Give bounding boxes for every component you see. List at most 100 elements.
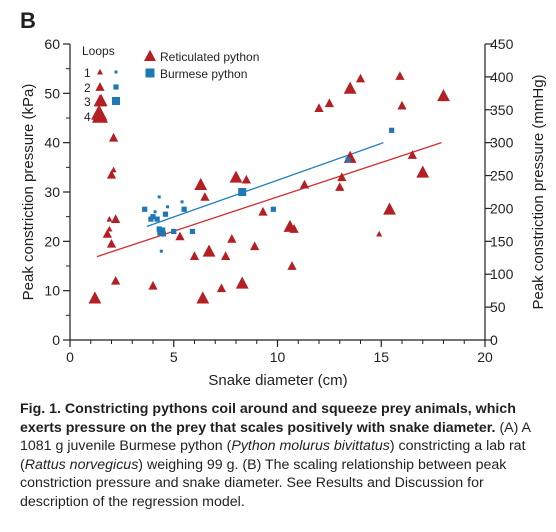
- burmese-point: [162, 211, 169, 217]
- y2-tick-label: 400: [490, 69, 514, 85]
- y2-tick-label: 350: [490, 102, 514, 118]
- reticulated-point: [258, 206, 268, 216]
- reticulated-point: [250, 241, 260, 251]
- reticulated-point: [106, 169, 117, 179]
- legend-loop-square: [114, 70, 118, 74]
- figure-caption: Fig. 1. Constricting pythons coil around…: [20, 400, 552, 512]
- y2-tick-label: 0: [490, 332, 498, 348]
- reticulated-point: [102, 229, 112, 238]
- caption-species: Python molurus bivittatus: [231, 438, 390, 455]
- reticulated-point: [395, 71, 405, 80]
- reticulated-point: [416, 165, 430, 178]
- reticulated-point: [287, 261, 297, 270]
- reticulated-point: [337, 172, 347, 182]
- legend-reticulated-marker: [144, 49, 156, 62]
- burmese-point: [157, 195, 161, 199]
- burmese-point: [345, 157, 351, 163]
- burmese-point: [238, 188, 247, 196]
- reticulated-point: [324, 98, 334, 108]
- reticulated-point: [106, 215, 113, 222]
- reticulated-point: [111, 214, 121, 223]
- reticulated-point: [407, 150, 417, 159]
- reticulated-point: [106, 238, 117, 248]
- caption-part-end: ) weighing 99 g. (B) The scaling relatio…: [20, 456, 507, 510]
- legend-loop-triangle: [95, 82, 105, 91]
- y2-tick-label: 150: [490, 233, 514, 249]
- y-tick-label: 0: [52, 332, 60, 348]
- data-points: [88, 71, 450, 304]
- caption-rat: Rattus norvegicus: [24, 456, 139, 473]
- legend-loop-triangle: [92, 107, 108, 123]
- reticulated-point: [216, 283, 227, 293]
- y2-axis-ticks: 0 50 100 150 200 250 300 350 400 450: [485, 36, 514, 348]
- reticulated-point: [194, 177, 208, 190]
- x-axis-ticks: 0 5 10 15 20: [66, 340, 493, 365]
- legend-loop-triangle: [97, 68, 103, 75]
- x-tick-label: 5: [170, 349, 178, 365]
- burmese-point: [389, 127, 395, 133]
- x-axis-label: Snake diameter (cm): [208, 372, 347, 389]
- reticulated-point: [108, 132, 119, 142]
- reticulated-point: [148, 280, 158, 290]
- burmese-point: [160, 231, 166, 237]
- legend-series-entries: Reticulated python Burmese python: [144, 49, 259, 81]
- burmese-point: [154, 216, 160, 222]
- y2-tick-label: 450: [490, 36, 514, 52]
- legend-loop-number: 3: [84, 95, 91, 109]
- reticulated-point: [376, 230, 383, 237]
- legend-reticulated-label: Reticulated python: [160, 50, 259, 64]
- burmese-point: [142, 206, 148, 212]
- legend-loops-title: Loops: [82, 44, 115, 58]
- reticulated-point: [299, 179, 310, 189]
- reticulated-point: [437, 89, 450, 102]
- y2-axis-label: Peak constriction pressure (mmHg): [530, 74, 547, 309]
- y2-tick-label: 50: [490, 299, 506, 315]
- reticulated-point: [383, 202, 396, 215]
- burmese-point: [180, 200, 184, 204]
- plot-axes: [69, 44, 486, 341]
- caption-title: Fig. 1. Constricting pythons coil around…: [20, 401, 516, 436]
- y-tick-label: 10: [44, 283, 60, 299]
- y-axis-label: Peak constriction pressure (kPa): [20, 84, 37, 301]
- reticulated-point: [241, 174, 251, 184]
- burmese-point: [150, 214, 156, 220]
- regression-line-burmese: [146, 142, 384, 228]
- y-axis-ticks: 0 10 20 30 40 50 60: [44, 36, 70, 348]
- reticulated-point: [314, 103, 324, 112]
- reticulated-point: [110, 166, 117, 173]
- reticulated-point: [235, 276, 249, 289]
- reticulated-point: [221, 251, 231, 260]
- regression-line-reticulated: [96, 142, 442, 258]
- y-tick-label: 60: [44, 36, 60, 52]
- reticulated-point: [88, 291, 102, 304]
- burmese-point: [171, 228, 177, 235]
- reticulated-point: [397, 100, 407, 110]
- y-tick-label: 50: [44, 85, 60, 101]
- reticulated-point: [202, 244, 216, 257]
- reticulated-point: [106, 225, 113, 232]
- reticulated-point: [335, 182, 345, 191]
- y2-tick-label: 100: [490, 266, 514, 282]
- y2-tick-label: 200: [490, 200, 514, 216]
- reticulated-point: [200, 192, 210, 201]
- reticulated-point: [196, 291, 210, 304]
- burmese-point: [270, 206, 276, 212]
- legend-loop-square: [113, 84, 119, 90]
- burmese-point: [166, 205, 170, 209]
- reticulated-point: [343, 81, 357, 94]
- burmese-point: [181, 206, 187, 212]
- x-tick-label: 0: [66, 349, 74, 365]
- reticulated-point: [227, 234, 237, 243]
- y-tick-label: 40: [44, 135, 60, 151]
- caption-part-mid: ) constricting a lab rat (: [20, 438, 526, 473]
- x-tick-label: 15: [373, 349, 389, 365]
- reticulated-point: [229, 170, 243, 183]
- legend-loop-square: [112, 97, 120, 105]
- legend-burmese-label: Burmese python: [160, 67, 247, 81]
- burmese-point: [159, 249, 163, 253]
- x-tick-label: 10: [270, 349, 286, 365]
- legend-loop-number: 4: [84, 110, 91, 124]
- y-tick-label: 20: [44, 233, 60, 249]
